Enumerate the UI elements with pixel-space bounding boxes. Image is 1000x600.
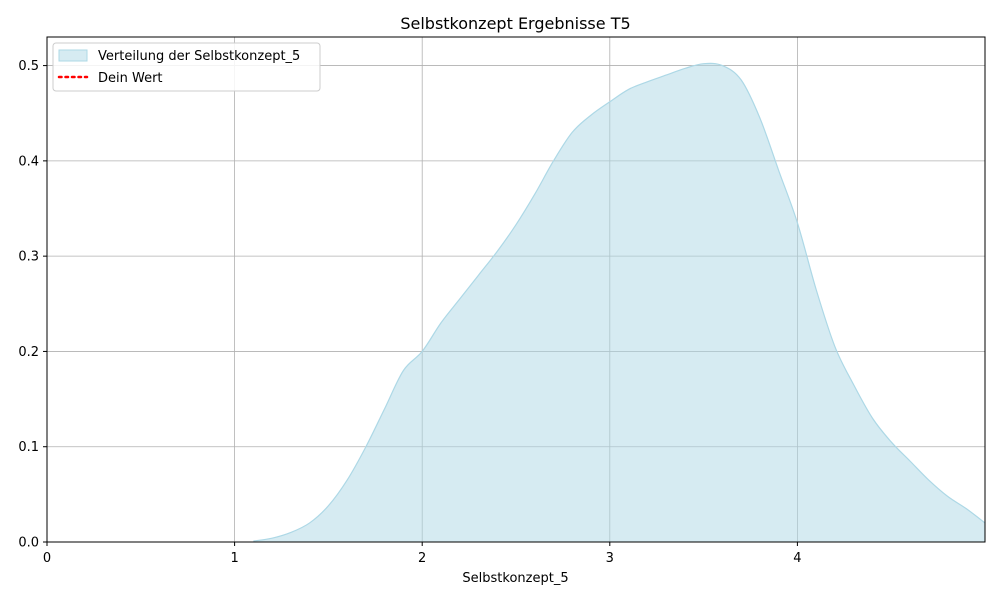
chart-title: Selbstkonzept Ergebnisse T5: [400, 14, 630, 33]
density-area: [253, 63, 985, 542]
axes-layer: [46, 36, 986, 543]
x-tick-label: 2: [418, 551, 426, 566]
x-tick-label: 1: [230, 551, 238, 566]
legend-box: [52, 42, 321, 92]
legend-label-distribution: Verteilung der Selbstkonzept_5: [98, 49, 300, 64]
y-tick-label: 0.2: [18, 345, 39, 360]
x-tick-label: 0: [43, 551, 51, 566]
legend-swatch-distribution: [58, 49, 88, 62]
x-axis-title: Selbstkonzept_5: [462, 571, 568, 586]
x-tick-label: 4: [793, 551, 801, 566]
x-tick-label: 3: [606, 551, 614, 566]
legend-label-your-value: Dein Wert: [98, 71, 163, 86]
y-tick-label: 0.1: [18, 440, 39, 455]
density-outline: [253, 62, 985, 542]
plot-frame: [46, 36, 986, 543]
data-layer: [253, 62, 985, 542]
y-tick-label: 0.5: [18, 59, 39, 74]
y-tick-label: 0.4: [18, 154, 39, 169]
legend: Verteilung der Selbstkonzept_5 Dein Wert: [52, 42, 321, 92]
ticks-layer: 0 1 2 3 4 0.0 0.1 0.2 0.3 0.4 0.5: [18, 59, 801, 566]
y-tick-label: 0.3: [18, 250, 39, 265]
y-tick-label: 0.0: [18, 536, 39, 551]
